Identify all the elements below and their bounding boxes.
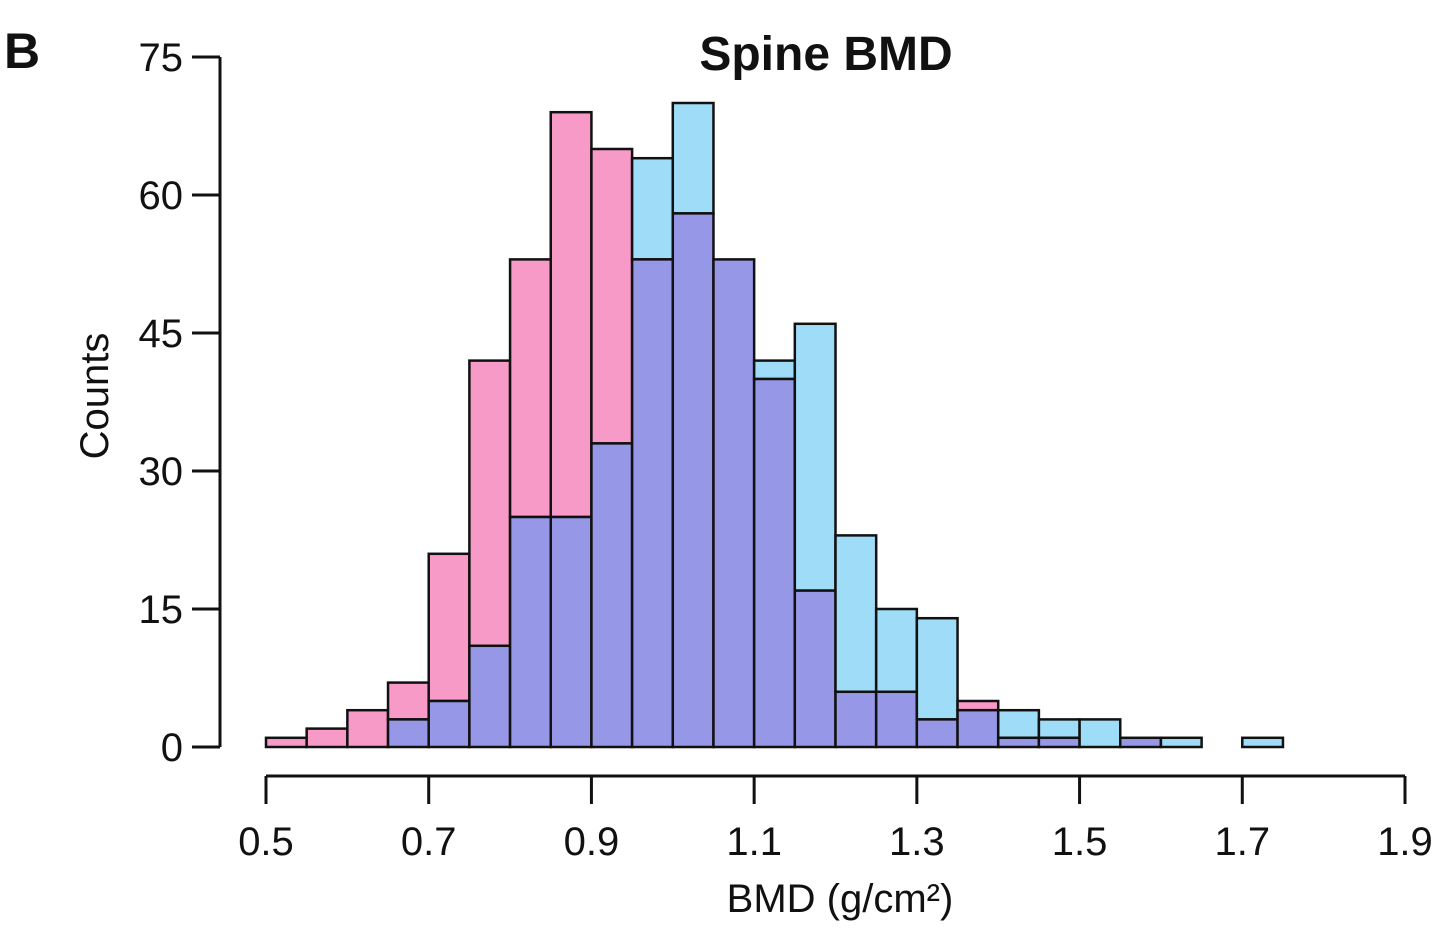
bar-excess-14 [834, 534, 878, 694]
y-tick-label-0: 0 [161, 726, 183, 770]
x-tick-label-7: 1.9 [1377, 820, 1433, 864]
bar-excess-10 [671, 101, 715, 215]
bar-excess-1 [305, 727, 349, 749]
bar-overlap-10 [671, 212, 715, 749]
bar-excess-7 [549, 110, 593, 519]
bar-overlap-7 [549, 515, 593, 749]
bar-overlap-15 [874, 690, 919, 749]
bar-overlap-4 [427, 699, 471, 749]
panel-label: B [4, 23, 41, 79]
x-tick-label-0: 0.5 [238, 820, 294, 864]
bar-overlap-17 [956, 708, 1000, 749]
y-tick-label-4: 60 [139, 174, 184, 218]
chart-title: Spine BMD [699, 28, 952, 81]
bar-excess-6 [508, 258, 553, 519]
bar-excess-24 [1241, 736, 1285, 749]
bar-excess-0 [264, 736, 308, 749]
bar-overlap-6 [508, 515, 553, 749]
bar-excess-13 [793, 322, 837, 592]
bar-overlap-8 [590, 442, 634, 749]
bar-excess-3 [386, 681, 430, 721]
x-tick-label-1: 0.7 [401, 820, 457, 864]
bar-excess-12 [752, 359, 797, 381]
bar-excess-5 [468, 359, 512, 648]
bar-overlap-21 [1119, 736, 1163, 749]
bar-excess-2 [346, 708, 390, 749]
bar-excess-22 [1159, 736, 1203, 749]
y-tick-label-1: 15 [139, 588, 184, 632]
bar-overlap-12 [752, 377, 797, 749]
y-tick-label-5: 75 [139, 36, 184, 80]
bar-excess-18 [996, 708, 1041, 740]
bar-overlap-13 [793, 589, 837, 749]
x-axis-label: BMD (g/cm²) [727, 877, 954, 921]
y-tick-label-2: 30 [139, 450, 184, 494]
bar-excess-20 [1078, 718, 1122, 749]
bar-overlap-3 [386, 718, 430, 749]
x-tick-label-2: 0.9 [564, 820, 620, 864]
bar-overlap-11 [712, 258, 756, 749]
axes-layer: 0 15 30 45 60 75 0.5 0.7 0.9 1.1 1.3 1.5 1.7 1.9 [139, 36, 1433, 864]
bar-overlap-18 [996, 736, 1041, 749]
bar-overlap-5 [468, 644, 512, 749]
bar-overlap-9 [630, 258, 675, 749]
bar-excess-8 [590, 147, 634, 445]
bars-layer [264, 101, 1285, 749]
bar-excess-16 [915, 616, 959, 721]
bar-excess-17 [956, 699, 1000, 712]
x-tick-label-3: 1.1 [726, 820, 782, 864]
y-tick-label-3: 45 [139, 312, 184, 356]
bar-overlap-16 [915, 718, 959, 749]
bar-excess-9 [630, 156, 675, 261]
y-axis-label: Counts [73, 333, 117, 460]
x-tick-label-4: 1.3 [889, 820, 945, 864]
bar-excess-4 [427, 552, 471, 703]
bar-overlap-14 [834, 690, 878, 749]
x-tick-label-5: 1.5 [1052, 820, 1108, 864]
bar-excess-15 [874, 607, 919, 694]
x-tick-label-6: 1.7 [1214, 820, 1270, 864]
bar-overlap-19 [1037, 736, 1081, 749]
bar-excess-19 [1037, 718, 1081, 740]
